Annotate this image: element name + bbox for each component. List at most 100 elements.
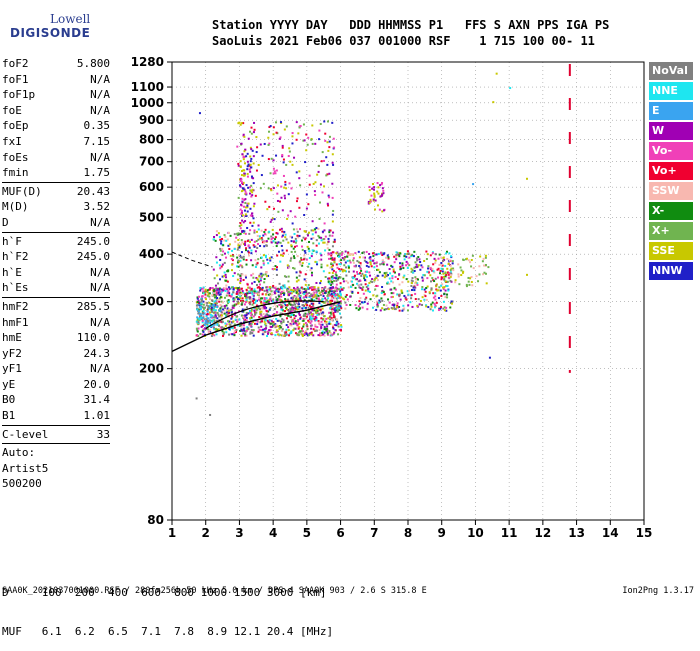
echo-point	[410, 284, 413, 287]
echo-point	[233, 330, 236, 333]
echo-point	[477, 280, 480, 283]
echo-point	[263, 241, 266, 244]
echo-point	[292, 321, 295, 324]
echo-point	[325, 327, 328, 330]
echo-point	[304, 322, 307, 325]
echo-point	[233, 233, 236, 236]
echo-point	[233, 323, 236, 326]
echo-point	[302, 325, 305, 328]
echo-point	[214, 239, 217, 242]
echo-point	[323, 325, 326, 328]
echo-point	[362, 286, 365, 289]
echo-point	[332, 303, 335, 306]
echo-point	[228, 243, 231, 246]
echo-point	[219, 258, 222, 261]
echo-point	[357, 291, 360, 294]
echo-point	[215, 256, 218, 259]
echo-point	[376, 305, 379, 308]
echo-point	[320, 236, 323, 239]
echo-point	[398, 293, 401, 296]
echo-point	[246, 210, 249, 213]
echo-point	[243, 242, 246, 245]
echo-point	[410, 253, 413, 256]
echo-point	[285, 163, 288, 166]
echo-point	[265, 240, 268, 243]
echo-point	[245, 247, 248, 250]
echo-point	[434, 253, 437, 256]
echo-point	[310, 286, 313, 289]
echo-point	[227, 320, 230, 323]
echo-point	[411, 305, 414, 308]
echo-point	[252, 162, 255, 165]
echo-point	[369, 198, 372, 201]
echo-point	[416, 304, 419, 307]
echo-point	[225, 287, 228, 290]
echo-point	[331, 234, 334, 237]
echo-point	[303, 296, 306, 299]
echo-point	[312, 315, 315, 318]
echo-point	[283, 232, 286, 235]
echo-point	[197, 302, 200, 305]
echo-point	[276, 333, 279, 336]
echo-point	[271, 236, 274, 239]
echo-point	[340, 253, 343, 256]
echo-point	[236, 256, 239, 259]
echo-point	[213, 334, 216, 337]
echo-point	[209, 286, 212, 289]
echo-point	[333, 279, 336, 282]
echo-point	[377, 192, 380, 195]
echo-point	[245, 296, 248, 299]
echo-point	[344, 295, 347, 298]
echo-point	[268, 298, 271, 301]
echo-point	[393, 306, 396, 309]
echo-point	[310, 306, 313, 309]
echo-point	[206, 322, 209, 325]
echo-point	[373, 186, 376, 189]
echo-point	[235, 315, 238, 318]
echo-point	[304, 317, 307, 320]
echo-point	[261, 241, 264, 244]
echo-point	[327, 149, 330, 152]
echo-point	[277, 241, 280, 244]
echo-point	[215, 305, 218, 308]
echo-point	[283, 275, 286, 278]
echo-point	[332, 269, 335, 272]
echo-point	[339, 300, 342, 303]
echo-point	[236, 265, 239, 268]
echo-point	[326, 243, 329, 246]
echo-point	[346, 298, 349, 301]
echo-point	[260, 314, 263, 317]
echo-point	[333, 276, 336, 279]
echo-point	[437, 309, 440, 312]
echo-point	[199, 332, 202, 335]
echo-point	[385, 304, 388, 307]
echo-point	[240, 323, 243, 326]
echo-point	[446, 257, 449, 260]
echo-point	[299, 296, 302, 299]
echo-point	[393, 261, 396, 264]
echo-point	[297, 288, 300, 291]
echo-point	[457, 263, 460, 266]
echo-point	[309, 286, 312, 289]
echo-point	[276, 319, 279, 322]
echo-point	[318, 129, 321, 132]
echo-point	[294, 288, 297, 291]
echo-point	[298, 289, 301, 292]
echo-point	[402, 304, 405, 307]
echo-point	[280, 306, 283, 309]
echo-point	[266, 319, 269, 322]
echo-point	[216, 296, 219, 299]
echo-point	[295, 239, 298, 242]
echo-point	[199, 289, 202, 292]
echo-point	[307, 306, 310, 309]
echo-point	[346, 253, 349, 256]
echo-point	[307, 247, 310, 250]
echo-point	[251, 194, 254, 197]
echo-point	[276, 232, 279, 235]
echo-point	[218, 287, 221, 290]
echo-point	[258, 235, 261, 238]
echo-point	[302, 123, 305, 126]
echo-point	[281, 209, 284, 212]
echo-point	[305, 133, 308, 136]
echo-point	[209, 316, 212, 319]
